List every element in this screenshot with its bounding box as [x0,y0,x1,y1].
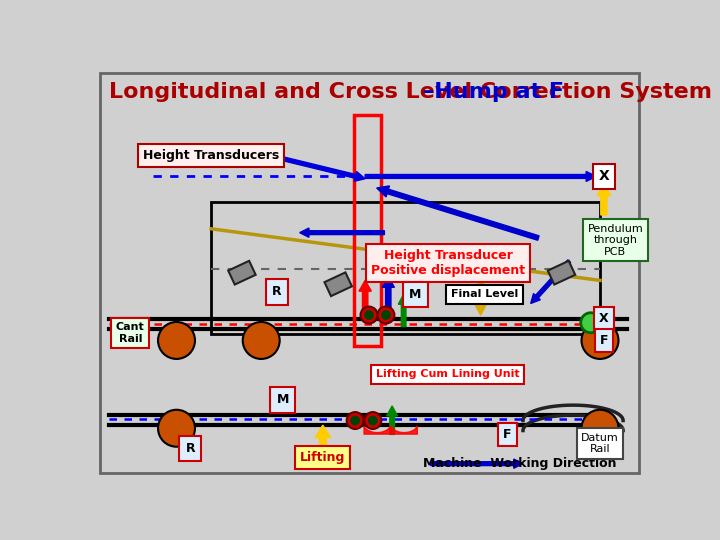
Text: R: R [271,286,282,299]
Polygon shape [315,425,330,451]
Text: Final Level: Final Level [451,289,518,299]
Circle shape [158,410,195,447]
Polygon shape [398,294,409,327]
Polygon shape [531,260,571,303]
Text: –Hump at F: –Hump at F [423,82,564,102]
Circle shape [365,311,373,319]
Text: X: X [599,313,608,326]
Circle shape [382,311,390,319]
Circle shape [369,417,377,424]
Polygon shape [597,184,611,215]
Polygon shape [276,156,365,181]
Text: M: M [409,288,421,301]
Text: F: F [600,334,608,347]
Text: M: M [276,393,289,406]
Text: Longitudinal and Cross Level Correction System: Longitudinal and Cross Level Correction … [109,82,719,102]
Polygon shape [325,272,352,296]
Polygon shape [475,280,486,315]
Circle shape [243,322,279,359]
Polygon shape [431,459,523,468]
Circle shape [377,307,395,323]
Text: Pendulum
through
PCB: Pendulum through PCB [588,224,643,257]
Circle shape [582,410,618,447]
Text: Height Transducer
Positive displacement: Height Transducer Positive displacement [372,249,526,278]
Text: Lifting Cum Lining Unit: Lifting Cum Lining Unit [376,369,519,379]
Text: X: X [598,170,609,184]
Polygon shape [377,186,539,240]
Polygon shape [365,171,596,181]
Bar [211,202,600,334]
Polygon shape [359,280,372,311]
Polygon shape [382,276,395,311]
Text: F: F [503,428,512,441]
Circle shape [351,417,359,424]
Text: Machine  Working Direction: Machine Working Direction [423,457,616,470]
Circle shape [581,313,600,333]
Text: Datum
Rail: Datum Rail [581,433,619,455]
Circle shape [158,322,195,359]
Text: Lifting: Lifting [300,451,346,464]
Polygon shape [548,261,575,285]
Circle shape [364,412,382,429]
Bar [354,115,381,346]
Polygon shape [228,261,256,285]
Circle shape [361,307,377,323]
Circle shape [582,322,618,359]
Text: Height Transducers: Height Transducers [143,149,279,162]
Circle shape [346,412,364,429]
Text: R: R [186,442,195,455]
Text: Cant
Rail: Cant Rail [116,322,145,343]
Polygon shape [387,406,397,434]
Polygon shape [300,228,384,237]
